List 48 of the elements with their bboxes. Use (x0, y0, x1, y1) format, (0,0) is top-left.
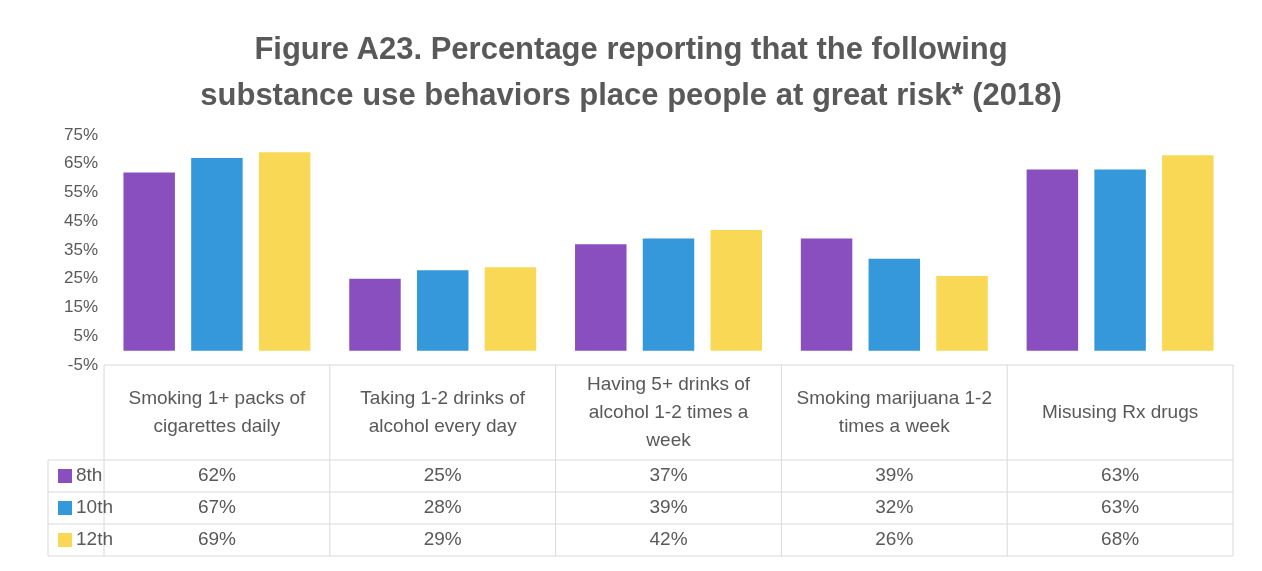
bar (484, 267, 537, 351)
x-tick-label: Taking 1-2 drinks of alcohol every day (360, 386, 526, 436)
y-tick-label: 25% (63, 268, 99, 288)
data-label: 26% (875, 528, 914, 550)
y-tick-label: 65% (63, 153, 99, 173)
bar (349, 278, 401, 351)
bar (123, 172, 175, 351)
legend-label: 10th (76, 496, 113, 518)
data-label: 63% (1101, 464, 1140, 486)
bar (710, 229, 762, 351)
bar (868, 258, 921, 351)
x-tick-label: Misusing Rx drugs (1041, 400, 1199, 422)
data-label: 69% (197, 528, 237, 550)
legend-label: 12th (76, 528, 113, 550)
data-label: 39% (875, 464, 914, 486)
bar (800, 238, 853, 351)
data-label: 32% (875, 496, 914, 518)
y-tick-label: 15% (63, 297, 99, 317)
data-label: 42% (649, 528, 688, 550)
y-tick-label: 45% (63, 210, 99, 230)
y-tick-label: 55% (63, 182, 99, 202)
legend-label: 8th (76, 464, 103, 486)
y-tick-label: 75% (63, 124, 99, 144)
data-label: 63% (1101, 496, 1140, 518)
y-tick-label: 35% (63, 239, 99, 259)
y-tick-label: 5% (73, 325, 99, 345)
data-label: 28% (423, 496, 462, 518)
bar (1094, 169, 1146, 351)
x-tick-label: Having 5+ drinks of alcohol 1-2 times a week (586, 372, 751, 450)
bar (1026, 169, 1079, 351)
chart-title: Figure A23. Percentage reporting that the following substance use behaviors place people at great risk* (2018) (200, 30, 1062, 112)
bar (936, 275, 988, 351)
data-label: 68% (1101, 528, 1140, 550)
bar (575, 244, 627, 351)
data-label: 39% (649, 496, 688, 518)
data-label: 62% (197, 464, 237, 486)
y-tick-label: -5% (67, 354, 99, 374)
bar (258, 152, 311, 351)
x-tick-label: Smoking marijuana 1-2 times a week (796, 386, 992, 436)
data-label: 25% (423, 464, 462, 486)
bar (642, 238, 695, 351)
x-tick-label: Smoking 1+ packs of cigarettes daily (128, 386, 307, 436)
bar (416, 270, 469, 351)
data-label: 37% (649, 464, 688, 486)
bar (191, 158, 243, 351)
data-label: 67% (197, 496, 237, 518)
bar (1162, 155, 1214, 351)
data-label: 29% (423, 528, 462, 550)
